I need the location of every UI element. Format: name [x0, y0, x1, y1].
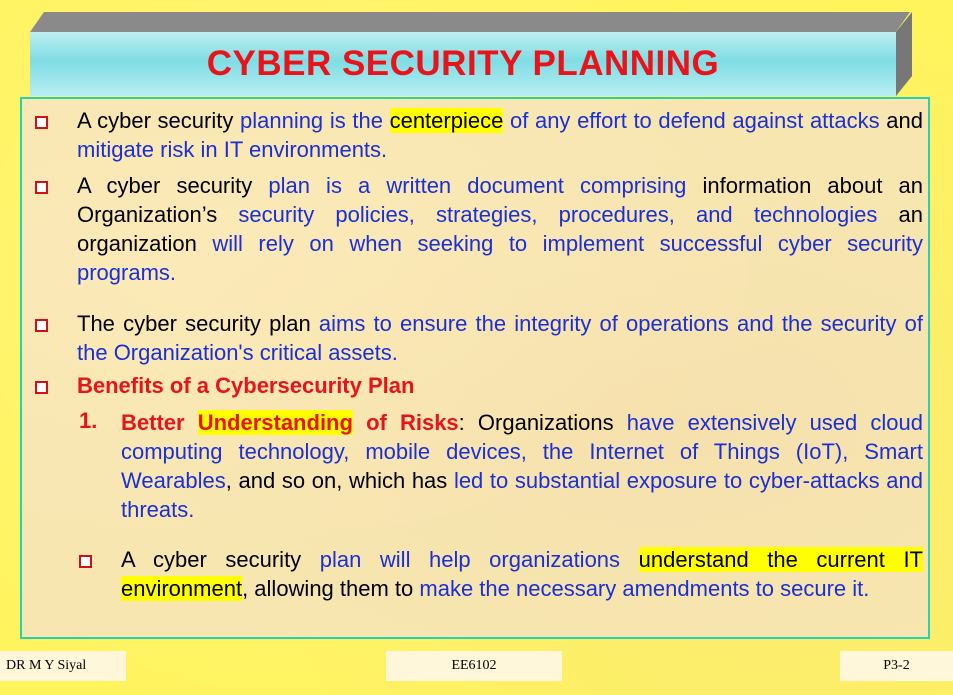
- checkbox-bullet-icon: [35, 181, 48, 194]
- text-run: security policies, strategies, procedure…: [238, 202, 878, 227]
- list-number: 1.: [79, 408, 98, 433]
- checkbox-bullet-icon: [35, 319, 48, 332]
- checkbox-bullet-icon: [35, 381, 48, 394]
- text-run: an organization: [77, 202, 924, 256]
- title-banner: CYBER SECURITY PLANNING: [30, 32, 896, 96]
- text-run: have extensively used cloud computing te…: [121, 410, 923, 493]
- numbered-item-1: Better Understanding of Risks: Organizat…: [121, 408, 923, 524]
- footer-author: DR M Y Siyal: [0, 651, 126, 681]
- text-run: planning is the: [239, 108, 390, 133]
- text-run: and: [879, 108, 924, 133]
- text-run: A cyber security: [77, 108, 240, 133]
- text-run: Benefits of a Cybersecurity Plan: [77, 373, 415, 398]
- text-run: The cyber security plan: [77, 311, 319, 336]
- slide-title: CYBER SECURITY PLANNING: [206, 44, 720, 83]
- text-run: A cyber security: [77, 173, 269, 198]
- text-run: led to substantial exposure to cyber-att…: [121, 468, 924, 522]
- text-run: , and so on, which has: [225, 468, 454, 493]
- text-run: mitigate risk in IT environments.: [77, 137, 388, 162]
- footer: DR M Y Siyal EE6102 P3-2: [0, 651, 953, 681]
- text-run: , allowing them to: [242, 576, 420, 601]
- text-run: of Risks: [352, 410, 459, 435]
- footer-page-number: P3-2: [840, 651, 953, 681]
- text-run: A cyber security: [121, 547, 320, 572]
- sub-bullet-1: A cyber security plan will help organiza…: [121, 545, 923, 603]
- text-run: Better: [121, 410, 198, 435]
- text-run: make the necessary amendments to secure …: [419, 576, 870, 601]
- text-run: information about an Organization’s: [77, 173, 924, 227]
- bullet-2: A cyber security plan is a written docum…: [77, 171, 923, 287]
- content-box: A cyber security planning is the centerp…: [20, 97, 930, 639]
- text-run: aims to ensure the integrity of operatio…: [77, 311, 924, 365]
- banner-bevel-right: [896, 12, 912, 96]
- bullet-1: A cyber security planning is the centerp…: [77, 106, 923, 164]
- text-run: Understanding: [197, 410, 353, 435]
- bullet-3: The cyber security plan aims to ensure t…: [77, 309, 923, 367]
- text-run: plan will help organizations: [319, 547, 639, 572]
- text-run: centerpiece: [389, 108, 504, 133]
- banner-bevel-top: [30, 12, 910, 32]
- text-run: of any effort to defend against attacks: [503, 108, 880, 133]
- footer-course-code: EE6102: [386, 651, 562, 681]
- bullet-4-heading: Benefits of a Cybersecurity Plan: [77, 371, 923, 400]
- text-run: plan is a written document comprising: [268, 173, 703, 198]
- checkbox-bullet-icon: [35, 116, 48, 129]
- checkbox-bullet-icon: [79, 555, 92, 568]
- text-run: : Organizations: [458, 410, 627, 435]
- text-run: will rely on when seeking to implement s…: [77, 231, 923, 285]
